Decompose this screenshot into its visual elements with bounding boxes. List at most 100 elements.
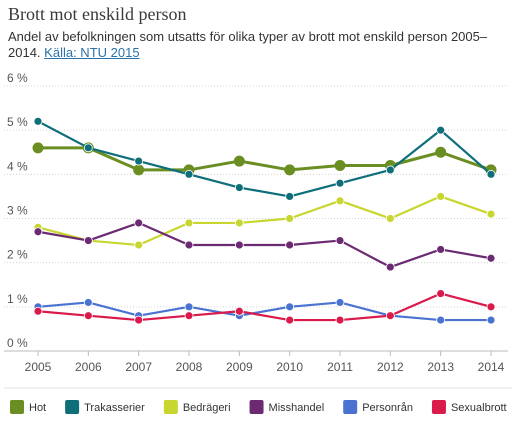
legend-item-hot[interactable]: Hot <box>10 400 46 414</box>
series-bedrägeri <box>33 192 496 250</box>
data-point[interactable] <box>184 240 194 250</box>
x-tick-label: 2012 <box>377 360 404 374</box>
legend-label: Bedrägeri <box>183 402 231 414</box>
x-tick-label: 2007 <box>125 360 152 374</box>
chart-title: Brott mot enskild person <box>8 4 187 24</box>
data-point[interactable] <box>285 192 295 201</box>
data-point[interactable] <box>486 253 496 263</box>
x-axis-tick-labels: 2005 2006 2007 2008 2009 2010 2011 2012 2013 2014 <box>25 351 505 374</box>
subtitle-text: Andel av befolkningen som utsatts för ol… <box>8 29 488 60</box>
legend-swatch <box>163 400 178 414</box>
legend-swatch <box>343 400 358 414</box>
data-point[interactable] <box>334 160 346 171</box>
series-line <box>37 292 492 322</box>
data-point[interactable] <box>285 214 295 223</box>
data-point[interactable] <box>33 306 43 316</box>
series-line <box>37 221 492 269</box>
y-tick-label: 6 % <box>7 71 28 85</box>
data-point[interactable] <box>285 302 295 312</box>
legend-label: Misshandel <box>269 402 325 414</box>
series-personrån <box>33 298 496 325</box>
legend-swatch <box>10 400 24 414</box>
data-point[interactable] <box>335 298 345 307</box>
series-sexualbrott <box>33 289 496 325</box>
series-line <box>38 146 492 172</box>
data-point[interactable] <box>234 183 244 192</box>
gridlines <box>4 85 508 352</box>
data-point[interactable] <box>234 240 244 250</box>
data-point[interactable] <box>83 311 93 321</box>
y-tick-label: 2 % <box>7 248 28 262</box>
data-point[interactable] <box>486 169 496 179</box>
data-point[interactable] <box>435 146 447 158</box>
series-trakasserier <box>33 116 496 201</box>
data-point[interactable] <box>436 289 446 298</box>
chart-subtitle: Andel av befolkningen som utsatts för ol… <box>8 29 513 61</box>
data-point[interactable] <box>234 218 244 228</box>
data-point[interactable] <box>285 240 295 250</box>
data-point[interactable] <box>83 298 93 307</box>
data-point[interactable] <box>385 165 395 175</box>
data-point[interactable] <box>486 315 496 325</box>
data-point[interactable] <box>184 311 194 321</box>
data-point[interactable] <box>385 311 395 321</box>
data-point[interactable] <box>32 142 44 154</box>
data-point[interactable] <box>436 125 446 135</box>
data-point[interactable] <box>83 143 93 153</box>
data-point[interactable] <box>184 218 194 228</box>
legend-label: Hot <box>29 402 46 414</box>
data-point[interactable] <box>436 245 446 254</box>
data-point[interactable] <box>385 262 395 272</box>
data-point[interactable] <box>436 192 446 201</box>
y-axis-tick-labels: 0 % 1 % 2 % 3 % 4 % 5 % 6 % <box>7 71 28 350</box>
data-point[interactable] <box>184 302 194 312</box>
x-tick-label: 2011 <box>327 360 353 374</box>
data-point[interactable] <box>486 302 496 312</box>
data-point[interactable] <box>234 306 244 316</box>
x-tick-label: 2005 <box>25 360 52 374</box>
data-point[interactable] <box>83 236 93 245</box>
data-point[interactable] <box>134 315 144 325</box>
data-point[interactable] <box>335 178 345 188</box>
legend-label: Personrån <box>362 402 413 414</box>
legend-item-trakasserier[interactable]: Trakasserier <box>65 400 145 414</box>
x-tick-label: 2006 <box>75 360 102 374</box>
data-point[interactable] <box>335 315 345 325</box>
y-tick-label: 5 % <box>7 115 28 129</box>
data-point[interactable] <box>33 116 43 126</box>
series-misshandel <box>33 218 496 272</box>
series-hot <box>32 142 497 176</box>
data-point[interactable] <box>184 169 194 179</box>
data-point[interactable] <box>134 218 144 228</box>
data-point[interactable] <box>284 164 296 176</box>
data-point[interactable] <box>233 155 245 167</box>
legend-swatch <box>431 400 446 414</box>
x-tick-label: 2008 <box>176 360 203 374</box>
x-tick-label: 2013 <box>427 360 454 374</box>
data-point[interactable] <box>335 196 345 206</box>
data-point[interactable] <box>133 164 145 176</box>
legend-item-misshandel[interactable]: Misshandel <box>249 400 325 414</box>
data-point[interactable] <box>285 315 295 325</box>
series-lines <box>32 116 497 325</box>
legend-swatch <box>249 400 264 414</box>
data-point[interactable] <box>134 156 144 166</box>
y-tick-label: 3 % <box>7 204 28 218</box>
data-point[interactable] <box>335 236 345 245</box>
legend: Hot Trakasserier Bedrägeri Misshandel Person… <box>4 387 512 414</box>
data-point[interactable] <box>436 315 446 325</box>
legend-item-personrån[interactable]: Personrån <box>343 400 413 414</box>
data-point[interactable] <box>134 240 144 250</box>
source-link[interactable]: Källa: NTU 2015 <box>44 45 140 60</box>
x-tick-label: 2010 <box>276 360 303 374</box>
y-tick-label: 1 % <box>7 292 28 306</box>
series-line <box>37 195 492 247</box>
legend-item-sexualbrott[interactable]: Sexualbrott <box>431 400 507 414</box>
legend-item-bedrägeri[interactable]: Bedrägeri <box>163 400 231 414</box>
y-tick-label: 4 % <box>7 159 28 173</box>
data-point[interactable] <box>33 227 43 237</box>
data-point[interactable] <box>385 214 395 223</box>
series-line <box>37 301 491 322</box>
data-point[interactable] <box>486 209 496 219</box>
